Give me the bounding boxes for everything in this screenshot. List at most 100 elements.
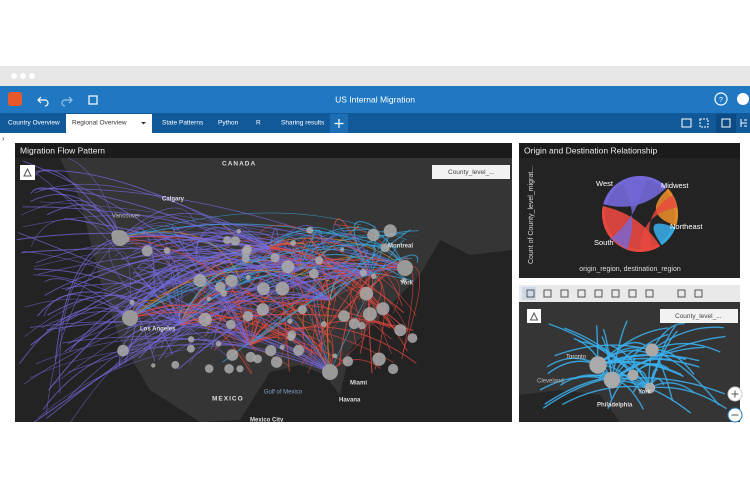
flow-line: [329, 240, 405, 373]
map[interactable]: [519, 302, 740, 422]
flow-line: [332, 223, 371, 276]
city-node: [290, 239, 297, 246]
map-label: Los Angeles: [140, 327, 176, 333]
flow-line: [369, 274, 400, 314]
toolbar-button[interactable]: [681, 118, 692, 128]
flow-line: [129, 310, 249, 337]
flow-line: [333, 218, 371, 276]
flow-line: [119, 207, 197, 239]
city-node: [215, 341, 222, 347]
city-node: [236, 228, 242, 234]
side-expander[interactable]: ›: [2, 134, 5, 143]
city-node: [644, 382, 656, 394]
legend-chip[interactable]: [432, 165, 510, 179]
city-node: [362, 307, 377, 321]
zoom-icon: [731, 390, 739, 398]
city-node: [394, 324, 407, 337]
city-node: [225, 274, 238, 287]
flow-line: [119, 237, 267, 306]
map-tool-button[interactable]: [527, 309, 541, 323]
toolbar-button[interactable]: [716, 114, 736, 133]
city-node: [281, 260, 295, 274]
city-node: [383, 224, 397, 238]
region-label: West: [596, 179, 614, 188]
chord-ribbon: [640, 195, 678, 252]
flow-line: [179, 298, 229, 326]
map-label: Calgary: [162, 197, 185, 203]
help-icon: ?: [719, 97, 723, 104]
tab[interactable]: Sharing results: [281, 120, 325, 127]
tab[interactable]: State Patterns: [162, 120, 204, 127]
flow-line: [33, 274, 181, 326]
city-node: [338, 310, 350, 322]
legend-chip[interactable]: [660, 309, 738, 323]
panel-title: Migration Flow Pattern: [20, 145, 105, 155]
browser-bar: [0, 66, 750, 86]
city-node: [204, 364, 214, 373]
flow-line: [172, 274, 371, 337]
toolbar-button[interactable]: [677, 289, 686, 298]
city-node: [270, 253, 280, 263]
flow-line: [283, 265, 371, 288]
city-node: [627, 369, 639, 381]
tab[interactable]: Regional Overview: [72, 120, 127, 127]
window-dot: [29, 73, 35, 79]
chord-diagram[interactable]: [602, 175, 678, 252]
tab[interactable]: Python: [218, 120, 239, 127]
toolbar-button[interactable]: [694, 289, 703, 298]
chord-ribbon: [610, 176, 647, 250]
city-node: [241, 254, 250, 263]
flow-line: [24, 298, 131, 319]
region-label: South: [594, 238, 614, 247]
flow-line: [269, 225, 326, 256]
city-node: [279, 344, 285, 350]
undo-button[interactable]: [37, 96, 49, 107]
app-logo[interactable]: [8, 92, 22, 106]
help-button[interactable]: [714, 92, 728, 106]
city-node: [357, 321, 366, 330]
flow-line: [597, 353, 686, 366]
flow-line: [193, 252, 251, 346]
tab[interactable]: R: [256, 120, 261, 127]
toolbar-button[interactable]: [645, 289, 654, 298]
toolbar-button[interactable]: [543, 289, 552, 298]
flow-line: [649, 325, 676, 389]
city-node: [112, 230, 128, 246]
save-button[interactable]: [88, 95, 98, 105]
toolbar-button[interactable]: [560, 289, 569, 298]
chord-arc: [603, 175, 667, 205]
city-node: [322, 364, 338, 380]
flow-line: [211, 247, 271, 350]
tab-menu[interactable]: [141, 122, 146, 125]
city-node: [348, 318, 360, 330]
user-button[interactable]: [737, 93, 749, 105]
active-tab[interactable]: [66, 114, 152, 133]
map[interactable]: [16, 154, 512, 429]
flow-line: [597, 327, 669, 366]
flow-line: [47, 294, 181, 326]
city-node: [359, 286, 374, 301]
map-label: Vancouver: [112, 214, 140, 220]
toolbar-button[interactable]: [577, 289, 586, 298]
map-label: Philadelphia: [597, 403, 633, 409]
toolbar-button[interactable]: [699, 118, 709, 128]
city-node: [401, 277, 407, 283]
flow-line: [119, 222, 184, 244]
toolbar-button[interactable]: [740, 119, 747, 127]
flow-line: [20, 247, 371, 276]
axis-label: Count of County_level_migrat...: [528, 166, 535, 264]
toolbar-button[interactable]: [628, 289, 637, 298]
redo-button[interactable]: [61, 96, 73, 107]
flow-line: [329, 287, 409, 332]
toolbar-icon: [721, 118, 731, 128]
flow-line: [307, 298, 335, 374]
map-label: Gulf of Mexico: [264, 390, 303, 396]
city-node: [129, 299, 135, 306]
map-tool-button[interactable]: [20, 165, 35, 180]
toolbar-button[interactable]: [594, 289, 603, 298]
toolbar-button[interactable]: [526, 289, 535, 298]
flow-line: [265, 268, 301, 296]
tab[interactable]: Country Overview: [8, 120, 60, 127]
toolbar-button[interactable]: [611, 289, 620, 298]
